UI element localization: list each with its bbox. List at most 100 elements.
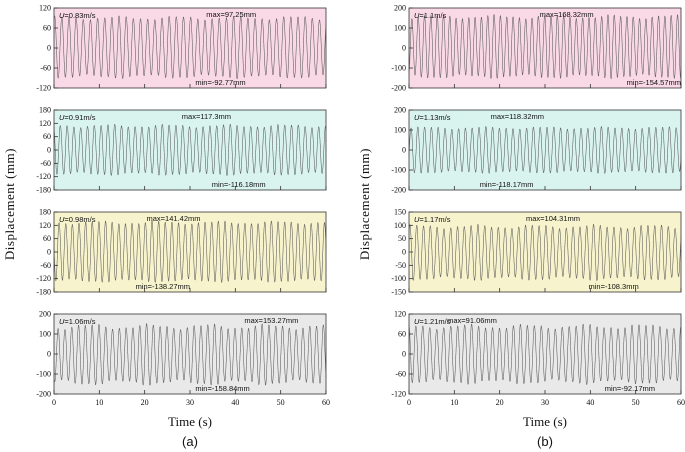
plots-a: 120 60 0 -60 -120 U=0.83m/s max=97.25mm min=-92… [18,4,331,414]
min-annotation: min=-92.17mm [605,384,655,393]
y-tick-label: 180 [39,106,51,115]
min-annotation: min=-108.3mm [589,282,639,291]
min-annotation: min=-158.84mm [195,384,249,393]
waveform-a1 [53,15,327,80]
column-b: Displacement (mm) 200 100 0 -100 -200 U=1.1m/… [357,4,685,450]
plots-b: 200 100 0 -100 -200 U=1.1m/s max=168.32mm min=-… [373,4,685,414]
y-tick-label: 120 [39,4,51,13]
velocity-annotation: U=1.21m/s [414,317,451,326]
y-tick-label: 120 [39,119,51,128]
y-tick-label: 0 [47,44,51,53]
y-tick-label: -100 [36,370,51,379]
column-a: Displacement (mm) 120 60 0 -60 -120 U=0.83m/s… [2,4,331,450]
max-annotation: max=104.31mm [526,214,580,223]
y-tick-label: 100 [394,24,406,33]
x-axis-label-b: Time (s) [523,414,567,429]
y-tick-label: 120 [39,221,51,230]
column-label-a: (a) [182,434,198,449]
y-tick-label: 120 [394,310,406,319]
column-b-body: 200 100 0 -100 -200 U=1.1m/s max=168.32mm min=-… [373,4,685,450]
y-tick-label: 100 [39,330,51,339]
y-axis-label-wrap-a: Displacement (mm) [2,4,18,449]
waveform-a3 [53,220,327,283]
x-tick-label: 50 [632,398,640,407]
max-annotation: max=141.42mm [147,214,201,223]
plot-a2: 180 120 60 0 -60 -120 -180 U=0.91m/s max=117.3mm… [36,106,327,195]
waveform-a4 [53,323,327,386]
y-tick-label: 0 [47,248,51,257]
y-tick-label: 0 [402,146,406,155]
y-tick-label: -200 [36,390,51,399]
y-tick-label: 180 [39,208,51,217]
y-tick-label: -60 [40,261,51,270]
column-label-b: (b) [537,434,553,449]
panel-a2: 180 120 60 0 -60 -120 -180 U=0.91m/s max=117.3mm… [18,106,331,196]
y-tick-label: -200 [391,186,406,195]
column-a-body: 120 60 0 -60 -120 U=0.83m/s max=97.25mm min=-92… [18,4,331,450]
velocity-annotation: U=0.83m/s [59,11,96,20]
panel-b1: 200 100 0 -100 -200 U=1.1m/s max=168.32mm min=-… [373,4,685,94]
max-annotation: max=118.32mm [491,112,544,121]
y-tick-label: 0 [402,248,406,257]
velocity-annotation: U=0.98m/s [59,215,96,224]
waveform-a2 [53,123,327,176]
plot-area-b4 [408,313,682,395]
y-tick-label: 60 [43,234,51,243]
velocity-annotation: U=0.91m/s [59,113,96,122]
x-axis-label-a: Time (s) [168,414,212,429]
y-tick-label: 200 [39,310,51,319]
y-tick-label: -60 [395,370,406,379]
x-tick-label: 20 [496,398,504,407]
y-tick-label: 60 [43,24,51,33]
y-tick-label: 100 [394,221,406,230]
x-tick-label: 0 [52,398,56,407]
max-annotation: max=153.27mm [244,316,298,325]
y-tick-label: -180 [36,288,51,297]
velocity-annotation: U=1.17m/s [414,215,451,224]
y-tick-label: -120 [36,274,51,283]
plot-area-a4 [53,313,327,395]
y-tick-label: 200 [394,106,406,115]
plot-b2: 200 100 0 -100 -200 U=1.13m/s max=118.32mm min=… [391,106,682,195]
y-tick-label: 60 [398,330,406,339]
y-tick-label: 150 [394,208,406,217]
plot-area-b3 [408,211,682,293]
min-annotation: min=-154.57mm [627,78,681,87]
panel-a1: 120 60 0 -60 -120 U=0.83m/s max=97.25mm min=-92… [18,4,331,94]
y-tick-label: -120 [391,390,406,399]
plot-a3: 180 120 60 0 -60 -120 -180 U=0.98m/s max=141.42m… [36,208,327,297]
y-axis-label-a: Displacement (mm) [2,148,17,261]
panel-b3: 150 100 50 0 -50 -100 -150 U=1.17m/s max=104.31m… [373,208,685,298]
y-tick-label: -60 [40,64,51,73]
y-tick-label: -120 [36,172,51,181]
min-annotation: min=-92.77mm [195,78,245,87]
max-annotation: max=168.32mm [540,10,594,19]
max-annotation: max=97.25mm [206,10,256,19]
waveform-b3 [408,223,682,281]
x-tick-label: 10 [95,398,103,407]
max-annotation: max=91.06mm [447,316,497,325]
y-tick-label: 50 [398,234,406,243]
y-tick-label: -180 [36,186,51,195]
x-tick-label: 60 [322,398,330,407]
plot-a1: 120 60 0 -60 -120 U=0.83m/s max=97.25mm min=-92… [36,4,327,93]
y-tick-label: 100 [394,126,406,135]
y-tick-label: -50 [395,261,406,270]
x-tick-label: 40 [231,398,239,407]
x-tick-label: 40 [586,398,594,407]
velocity-annotation: U=1.06m/s [59,317,96,326]
plot-b3: 150 100 50 0 -50 -100 -150 U=1.17m/s max=104.31m… [391,208,682,297]
x-tick-label: 10 [450,398,458,407]
y-tick-label: -150 [391,288,406,297]
min-annotation: min=-116.18mm [212,180,266,189]
y-axis-label-b: Displacement (mm) [357,148,372,261]
y-tick-label: -120 [36,84,51,93]
y-tick-label: -60 [40,159,51,168]
panel-b2: 200 100 0 -100 -200 U=1.13m/s max=118.32mm min=… [373,106,685,196]
x-tick-label: 20 [141,398,149,407]
min-annotation: min=-118.17mm [480,180,534,189]
waveform-b2 [408,126,682,174]
